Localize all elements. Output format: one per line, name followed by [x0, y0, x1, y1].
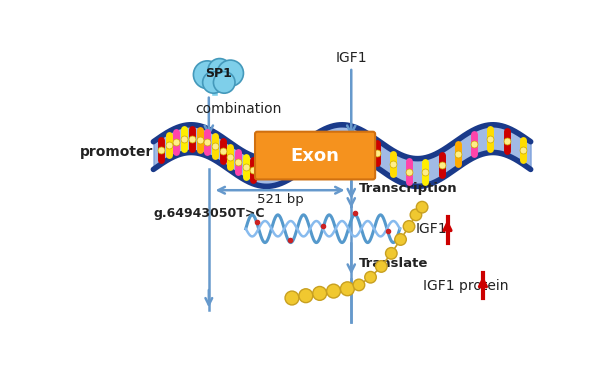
Circle shape [340, 282, 355, 296]
Circle shape [326, 284, 340, 298]
Text: IGF1 protein: IGF1 protein [423, 280, 509, 294]
Circle shape [285, 291, 299, 305]
Circle shape [410, 209, 422, 221]
Circle shape [193, 61, 221, 89]
Text: combination: combination [195, 102, 282, 116]
Text: 521 bp: 521 bp [256, 193, 304, 206]
Text: g.64943050T>C: g.64943050T>C [153, 207, 265, 220]
Circle shape [395, 234, 406, 245]
Circle shape [416, 201, 428, 213]
Circle shape [403, 221, 415, 232]
Circle shape [313, 287, 326, 300]
Circle shape [353, 279, 365, 291]
Circle shape [217, 60, 243, 86]
Circle shape [299, 289, 313, 303]
FancyBboxPatch shape [255, 132, 375, 179]
Circle shape [376, 261, 387, 272]
Circle shape [208, 59, 231, 82]
Circle shape [213, 72, 235, 93]
Text: IGF1: IGF1 [335, 51, 367, 65]
Text: Transcription: Transcription [359, 182, 458, 195]
Circle shape [365, 272, 376, 283]
Text: IGF1: IGF1 [415, 222, 447, 236]
Circle shape [202, 72, 224, 93]
Text: Translate: Translate [359, 257, 428, 270]
Text: SP1: SP1 [205, 67, 232, 80]
Circle shape [386, 247, 397, 259]
Text: Exon: Exon [291, 146, 340, 165]
Text: promoter: promoter [80, 145, 153, 159]
